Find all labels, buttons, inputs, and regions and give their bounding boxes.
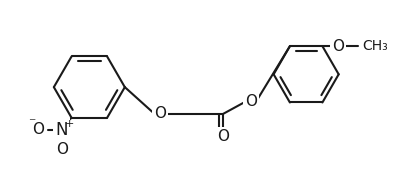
Text: O: O	[332, 39, 344, 54]
Text: ⁻: ⁻	[29, 116, 36, 130]
Text: O: O	[154, 106, 166, 121]
Text: O: O	[217, 129, 229, 144]
Text: O: O	[56, 142, 68, 157]
Text: O: O	[245, 94, 257, 109]
Text: CH₃: CH₃	[362, 39, 388, 53]
Text: O: O	[32, 122, 44, 137]
Text: N: N	[55, 121, 68, 139]
Text: +: +	[65, 119, 74, 129]
